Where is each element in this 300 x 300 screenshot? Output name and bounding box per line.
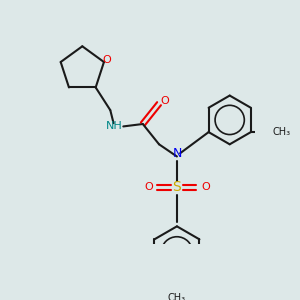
Text: CH₃: CH₃	[168, 293, 186, 300]
Text: CH₃: CH₃	[273, 127, 291, 137]
Text: O: O	[103, 56, 112, 65]
Text: O: O	[144, 182, 153, 192]
Text: NH: NH	[106, 122, 123, 131]
Text: S: S	[172, 180, 181, 194]
Text: N: N	[173, 147, 182, 160]
Text: O: O	[201, 182, 210, 192]
Text: O: O	[160, 96, 169, 106]
